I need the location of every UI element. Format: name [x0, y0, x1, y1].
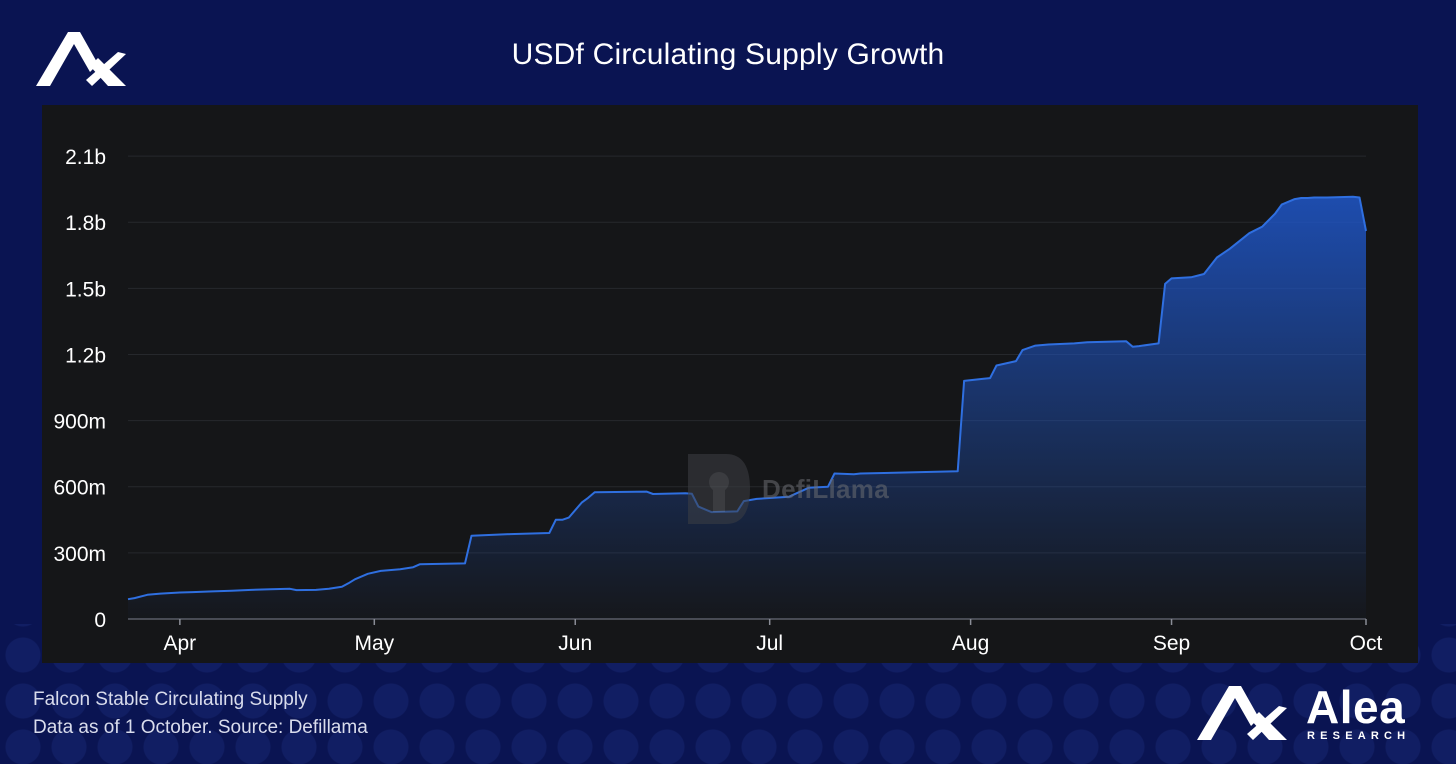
y-tick-label: 1.8b	[65, 212, 106, 235]
x-tick-label: May	[354, 632, 394, 655]
footer-source: Data as of 1 October. Source: Defillama	[33, 717, 368, 738]
x-tick-label: Jul	[756, 632, 783, 655]
y-tick-label: 600m	[53, 477, 106, 500]
watermark-label: DefiLlama	[762, 474, 889, 504]
x-tick-label: Sep	[1153, 632, 1190, 655]
x-tick-label: Apr	[164, 632, 197, 655]
x-tick-label: Oct	[1350, 632, 1383, 655]
chart-footer: Falcon Stable Circulating Supply Data as…	[33, 686, 368, 742]
alea-logo-icon	[36, 32, 126, 86]
chart-panel: 0 300m 600m 900m 1.2b 1.5b 1.8b 2.1b Apr May Jun Ju…	[42, 105, 1418, 663]
y-tick-label: 2.1b	[65, 146, 106, 169]
defillama-watermark: DefiLlama	[686, 452, 906, 526]
x-tick-label: Jun	[558, 632, 592, 655]
brand-logo: Alea RESEARCH	[1194, 680, 1424, 746]
footer-caption: Falcon Stable Circulating Supply	[33, 689, 308, 710]
y-tick-label: 1.2b	[65, 344, 106, 367]
brand-tagline: RESEARCH	[1307, 730, 1411, 742]
y-tick-label: 900m	[53, 411, 106, 434]
llama-icon	[688, 454, 750, 524]
alea-brand-icon	[1197, 686, 1287, 740]
series-line	[127, 195, 1367, 601]
y-tick-label: 0	[94, 609, 106, 632]
chart-title: USDf Circulating Supply Growth	[511, 38, 945, 71]
brand-name: Alea	[1306, 681, 1406, 733]
chart-svg: 0 300m 600m 900m 1.2b 1.5b 1.8b 2.1b Apr May Jun Ju…	[53, 146, 1383, 655]
x-tick-label: Aug	[952, 632, 989, 655]
y-tick-label: 1.5b	[65, 278, 106, 301]
y-tick-label: 300m	[53, 543, 106, 566]
series-area	[128, 196, 1366, 620]
